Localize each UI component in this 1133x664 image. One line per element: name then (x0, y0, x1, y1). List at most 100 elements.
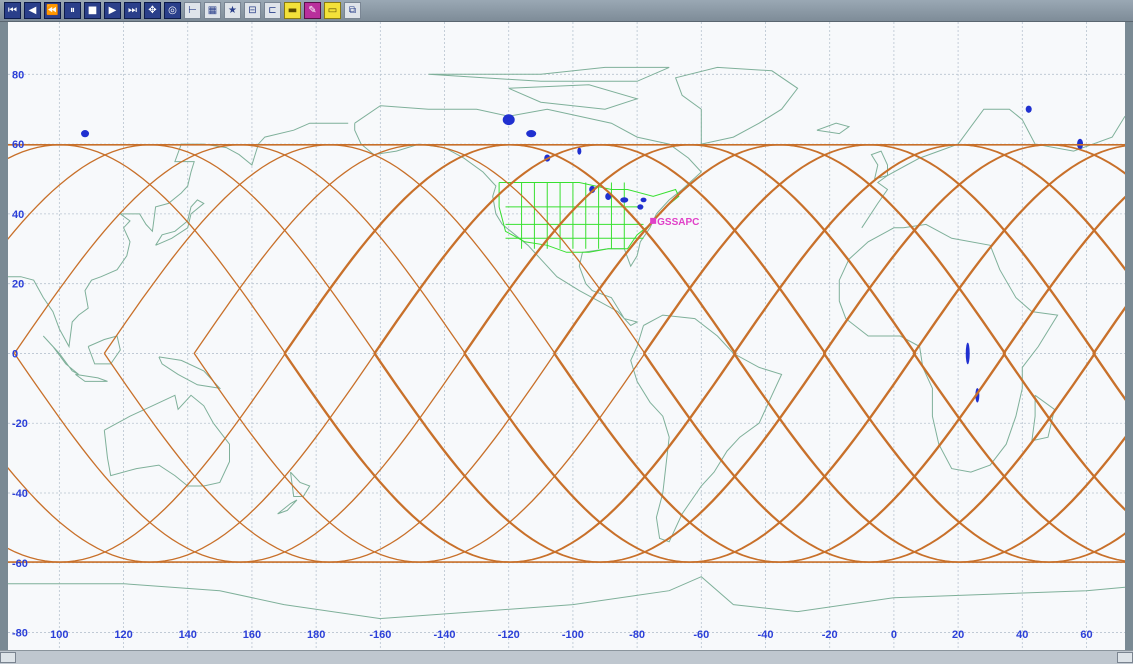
coastline (277, 499, 298, 515)
ground-track (283, 144, 1125, 563)
coastline (674, 66, 799, 145)
lon-tick-label: 140 (179, 629, 197, 641)
stop-button[interactable]: ■ (84, 2, 101, 19)
horizontal-scrollbar[interactable] (0, 650, 1133, 664)
satellite-ground-tracks (8, 144, 1125, 563)
ground-track (373, 144, 1125, 563)
ruler-button[interactable]: ⊢ (184, 2, 201, 19)
lake (81, 130, 90, 138)
pause-button[interactable]: ⏸ (64, 2, 81, 19)
lat-tick-label: -20 (12, 418, 28, 430)
lon-tick-label: -160 (369, 629, 391, 641)
ground-track (8, 144, 737, 563)
coastline (290, 471, 311, 497)
lake (577, 147, 582, 155)
play-button[interactable]: ▶ (104, 2, 121, 19)
lat-tick-label: 20 (12, 279, 24, 291)
coastline (75, 373, 108, 382)
ground-track (642, 307, 1125, 563)
lake (502, 114, 515, 126)
ground-track (732, 353, 1125, 563)
step-back-button[interactable]: ◀ (24, 2, 41, 19)
toolbar: ⏮ ◀ ⏪ ⏸ ■ ▶ ⏭ ✥ ◎ ⊢ ▦ ★ ⊟ ⊏ ▬ ✎ ▭ ⧉ (0, 0, 1133, 22)
coastline (158, 356, 222, 390)
rewind-button[interactable]: ⏪ (44, 2, 61, 19)
coastline (428, 66, 670, 82)
coastline (155, 199, 205, 246)
lon-tick-label: -60 (693, 629, 709, 641)
lat-tick-label: 40 (12, 209, 24, 221)
ground-track (912, 145, 1125, 354)
scroll-left-arrow[interactable] (0, 652, 16, 663)
grid-button[interactable]: ▦ (204, 2, 221, 19)
color-button[interactable]: ✎ (304, 2, 321, 19)
ground-station: GSSAPC (650, 217, 699, 228)
step-forward-button[interactable]: ⏭ (124, 2, 141, 19)
coastline (861, 108, 1125, 229)
lon-tick-label: 0 (891, 629, 897, 641)
tile-button[interactable]: ⧉ (344, 2, 361, 19)
lake (526, 130, 537, 138)
lon-tick-label: 20 (952, 629, 964, 641)
coastlines (8, 66, 1125, 620)
coastline (354, 105, 703, 327)
lat-lon-grid (8, 22, 1125, 650)
coastline (87, 335, 121, 365)
ground-track (463, 145, 1125, 563)
star-button[interactable]: ★ (224, 2, 241, 19)
lat-tick-label: 80 (12, 69, 24, 81)
lake (965, 342, 970, 365)
coastline (816, 122, 851, 135)
lon-tick-label: 40 (1016, 629, 1028, 641)
ground-track (13, 144, 917, 563)
center-button[interactable]: ◎ (164, 2, 181, 19)
ground-track-map[interactable]: 100 120 140 160 180 -160 -140 -120 -100 -80 -60 -40… (8, 22, 1125, 650)
lon-tick-label: -100 (562, 629, 584, 641)
ground-track (193, 144, 1097, 563)
lon-tick-label: 180 (307, 629, 325, 641)
label-button[interactable]: ▬ (284, 2, 301, 19)
report-button[interactable]: ⊟ (244, 2, 261, 19)
goto-start-button[interactable]: ⏮ (4, 2, 21, 19)
ground-track (732, 144, 1125, 354)
scroll-right-arrow[interactable] (1117, 652, 1133, 663)
lat-tick-label: 60 (12, 139, 24, 151)
ground-track (912, 353, 1125, 562)
axis-tick-labels: 100 120 140 160 180 -160 -140 -120 -100 -80 -60 -40… (12, 69, 1093, 641)
coastline (838, 223, 1059, 473)
lon-tick-label: -120 (498, 629, 520, 641)
highlight-button[interactable]: ▭ (324, 2, 341, 19)
lat-tick-label: -40 (12, 488, 28, 500)
lake (620, 197, 629, 203)
ground-track (822, 353, 1125, 563)
lat-tick-label: -80 (12, 628, 28, 640)
lon-tick-label: 60 (1080, 629, 1092, 641)
lat-tick-label: -60 (12, 558, 28, 570)
lon-tick-label: -40 (758, 629, 774, 641)
lake (640, 197, 647, 203)
lon-tick-label: -140 (434, 629, 456, 641)
ground-track (822, 144, 1125, 354)
lake (1025, 105, 1032, 113)
export-button[interactable]: ⊏ (264, 2, 281, 19)
coastline (508, 84, 639, 110)
coastline (630, 314, 783, 543)
ground-track (103, 144, 1007, 563)
lon-tick-label: 120 (114, 629, 132, 641)
lon-tick-label: 160 (243, 629, 261, 641)
lon-tick-label: 100 (50, 629, 68, 641)
coastline (1031, 394, 1055, 442)
us-state-borders (498, 182, 680, 253)
lake (637, 204, 644, 210)
lat-tick-label: 0 (12, 348, 18, 360)
coastline (8, 576, 1125, 620)
ground-track (553, 197, 1125, 563)
coastline (8, 122, 349, 349)
station-label: GSSAPC (657, 217, 699, 228)
coastline (870, 150, 888, 180)
us-border (498, 182, 680, 253)
zoom-button[interactable]: ✥ (144, 2, 161, 19)
ground-track (8, 144, 827, 563)
coastline (42, 335, 79, 375)
lon-tick-label: -20 (822, 629, 838, 641)
